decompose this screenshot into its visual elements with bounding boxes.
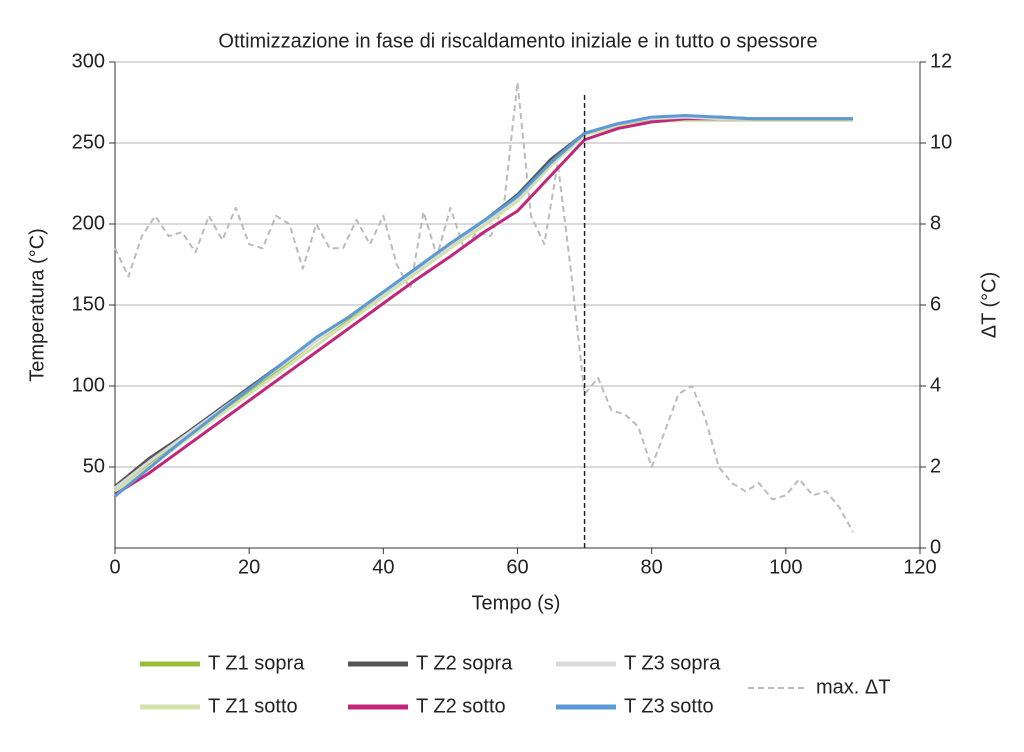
y-tick-label: 50: [83, 455, 105, 477]
x-tick-label: 120: [903, 556, 936, 578]
y2-tick-label: 6: [930, 293, 941, 315]
legend-label: T Z1 sotto: [208, 695, 298, 717]
y2-tick-label: 2: [930, 455, 941, 477]
legend-label: T Z1 sopra: [208, 652, 305, 674]
x-tick-label: 40: [372, 556, 394, 578]
y-tick-label: 250: [72, 131, 105, 153]
legend-label: T Z3 sotto: [624, 695, 714, 717]
y2-tick-label: 8: [930, 212, 941, 234]
x-tick-label: 0: [109, 556, 120, 578]
legend-label: T Z3 sopra: [624, 652, 721, 674]
y2-axis-label: ΔT (°C): [978, 272, 1000, 339]
y2-tick-label: 12: [930, 50, 952, 72]
legend-label: max. ΔT: [816, 676, 890, 698]
legend-label: T Z2 sopra: [416, 652, 513, 674]
series-line: [114, 81, 854, 533]
x-tick-label: 80: [641, 556, 663, 578]
x-tick-label: 60: [506, 556, 528, 578]
series-line: [114, 115, 853, 490]
y-tick-label: 100: [72, 374, 105, 396]
chart-title: Ottimizzazione in fase di riscaldamento …: [218, 30, 817, 52]
series-line: [114, 115, 853, 488]
y2-tick-label: 0: [930, 536, 941, 558]
series-line: [114, 117, 853, 491]
x-tick-label: 100: [769, 556, 802, 578]
series-line: [114, 117, 853, 496]
x-tick-label: 20: [238, 556, 260, 578]
series-line: [114, 113, 853, 498]
y-tick-label: 200: [72, 212, 105, 234]
x-axis-label: Tempo (s): [472, 592, 561, 614]
y-axis-label: Temperatura (°C): [26, 228, 48, 382]
series-line: [114, 118, 853, 493]
y-tick-label: 300: [72, 50, 105, 72]
y2-tick-label: 10: [930, 131, 952, 153]
y-tick-label: 150: [72, 293, 105, 315]
legend-label: T Z2 sotto: [416, 695, 506, 717]
y2-tick-label: 4: [930, 374, 941, 396]
